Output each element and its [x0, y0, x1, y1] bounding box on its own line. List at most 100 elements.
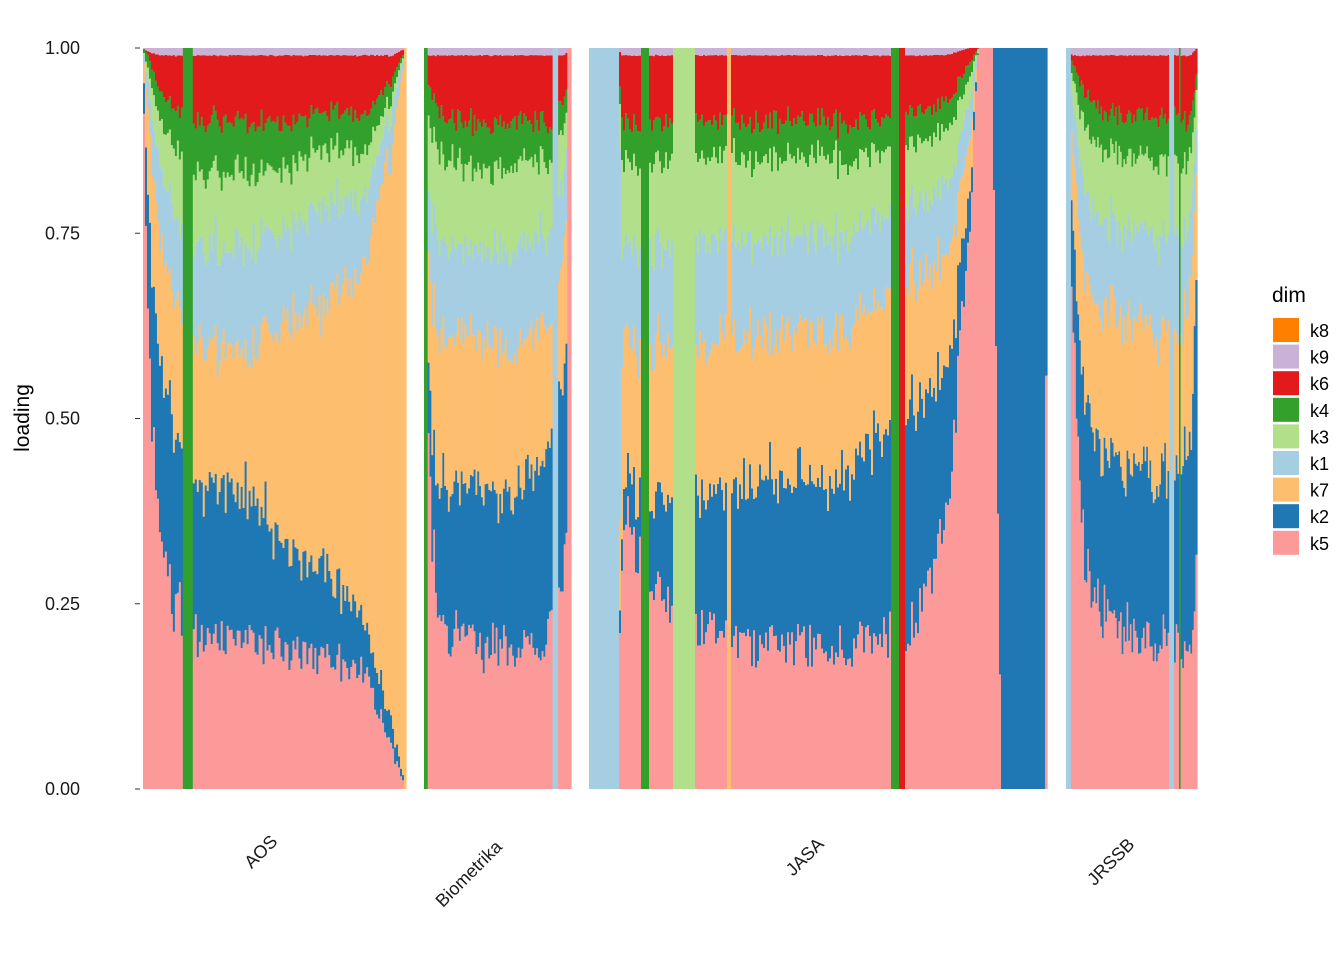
segment-k7: [723, 339, 726, 511]
segment-k5: [965, 270, 968, 789]
segment-k3: [274, 171, 278, 239]
segment-k7: [1156, 337, 1159, 486]
segment-k5: [1128, 640, 1131, 789]
segment-k9: [1074, 48, 1077, 55]
segment-k1: [1067, 48, 1070, 789]
segment-k6: [625, 55, 628, 114]
segment-k2: [486, 483, 489, 637]
segment-k9: [482, 48, 486, 56]
segment-k1: [282, 216, 286, 307]
segment-k5: [871, 653, 874, 789]
segment-k1: [276, 249, 280, 337]
segment-k3: [1185, 174, 1188, 242]
segment-k2: [491, 481, 495, 623]
segment-k3: [493, 161, 497, 230]
segment-k7: [1070, 132, 1074, 201]
segment-k1: [143, 56, 146, 64]
segment-k3: [737, 164, 740, 242]
segment-k7: [845, 335, 848, 470]
segment-k3: [685, 48, 688, 789]
segment-k5: [1120, 612, 1123, 789]
segment-k1: [913, 208, 916, 283]
segment-k1: [152, 131, 156, 181]
segment-k1: [308, 206, 311, 303]
segment-k9: [154, 48, 158, 55]
segment-k1: [250, 258, 254, 369]
segment-k9: [753, 48, 756, 56]
segment-k4: [1123, 123, 1126, 160]
segment-k9: [1182, 48, 1185, 56]
segment-k4: [436, 106, 440, 150]
segment-k9: [1082, 48, 1085, 56]
segment-k2: [521, 499, 524, 649]
segment-k3: [971, 71, 974, 90]
segment-k7: [447, 337, 451, 512]
segment-k1: [839, 231, 842, 315]
segment-k6: [521, 55, 524, 125]
segment-k3: [845, 164, 848, 230]
segment-k3: [528, 159, 532, 247]
segment-k2: [366, 622, 369, 668]
segment-k1: [314, 210, 317, 308]
segment-k1: [156, 148, 160, 222]
segment-k4: [809, 113, 812, 155]
segment-k1: [162, 186, 166, 267]
segment-k5: [144, 225, 148, 789]
bar-column: [669, 48, 672, 789]
segment-k4: [873, 109, 876, 144]
segment-k2: [921, 398, 924, 612]
segment-k6: [861, 55, 864, 116]
segment-k6: [1136, 55, 1139, 110]
segment-k5: [1080, 522, 1083, 789]
segment-k4: [204, 132, 208, 189]
segment-k5: [981, 48, 984, 789]
segment-k7: [1136, 321, 1139, 466]
bar-column: [1172, 48, 1175, 789]
segment-k4: [510, 121, 513, 166]
segment-k6: [665, 55, 668, 115]
segment-k7: [196, 343, 200, 492]
segment-k9: [627, 48, 630, 56]
segment-k2: [867, 433, 870, 626]
segment-k2: [218, 491, 222, 651]
segment-k7: [537, 340, 541, 476]
segment-k1: [821, 224, 824, 318]
segment-k2: [621, 539, 624, 571]
segment-k9: [328, 48, 331, 56]
segment-k9: [519, 48, 522, 56]
segment-k6: [268, 55, 272, 117]
segment-k7: [977, 51, 980, 54]
segment-k4: [168, 96, 172, 130]
segment-k6: [469, 55, 473, 109]
segment-k9: [376, 48, 379, 55]
segment-k9: [915, 48, 918, 57]
segment-k4: [543, 122, 546, 163]
bar-column: [374, 48, 377, 789]
segment-k7: [1177, 343, 1180, 474]
bar-column: [150, 48, 154, 789]
bar-column: [519, 48, 522, 789]
segment-k1: [561, 196, 565, 262]
bar-column: [238, 48, 242, 789]
segment-k2: [821, 464, 824, 649]
segment-k4: [390, 87, 393, 107]
segment-k6: [953, 52, 956, 95]
segment-k9: [457, 48, 460, 56]
bar-column: [985, 48, 988, 789]
segment-k9: [741, 48, 744, 56]
bar-column: [737, 48, 740, 789]
segment-k3: [953, 117, 956, 165]
segment-k4: [374, 104, 377, 131]
segment-k2: [328, 571, 331, 656]
segment-k7: [170, 290, 174, 415]
segment-k6: [431, 55, 434, 101]
segment-k3: [807, 166, 810, 254]
segment-k3: [396, 77, 399, 88]
segment-k6: [358, 55, 361, 122]
segment-k2: [449, 496, 453, 657]
segment-k7: [276, 336, 280, 525]
segment-k6: [526, 55, 530, 122]
segment-k4: [939, 109, 942, 141]
segment-k6: [1103, 55, 1106, 111]
segment-k5: [701, 609, 704, 789]
